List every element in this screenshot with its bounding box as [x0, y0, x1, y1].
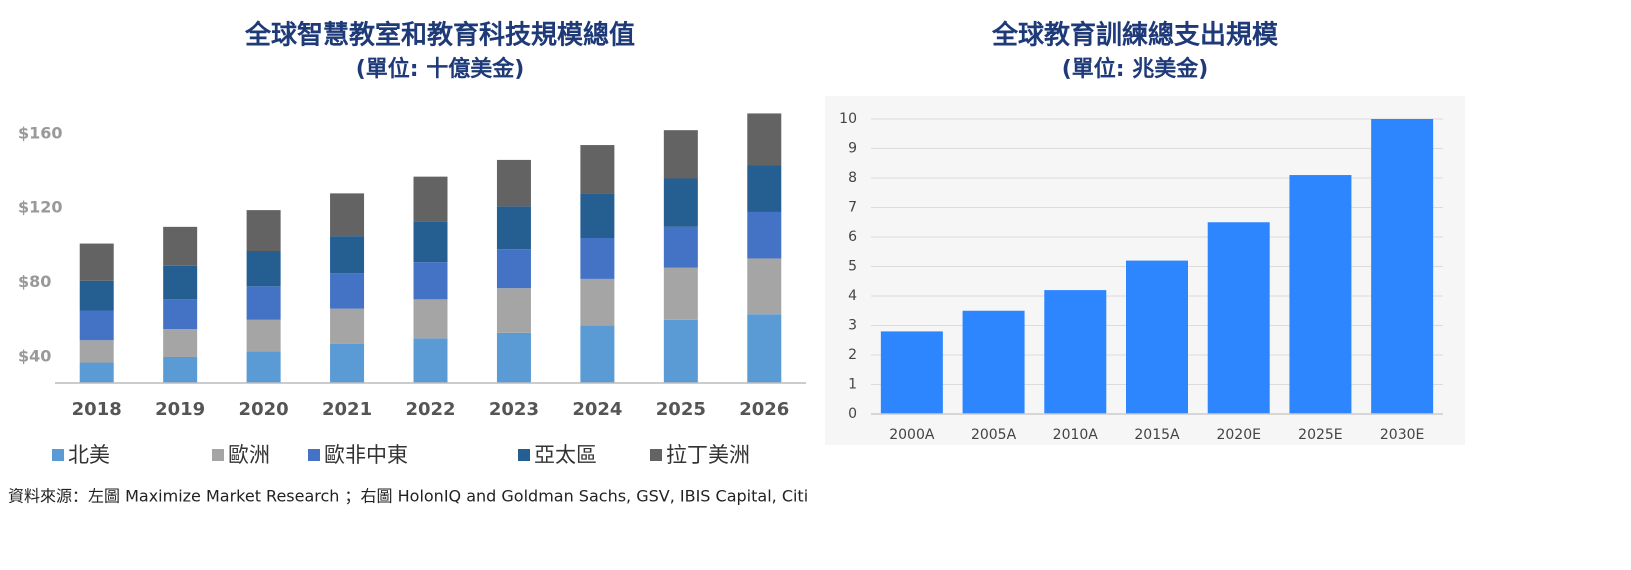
bar-segment [330, 273, 365, 309]
bar-segment [663, 178, 698, 227]
bar-segment [413, 262, 448, 300]
legend-label: 北美 [68, 443, 110, 467]
chart-title: 全球智慧教室和教育科技規模總值 [244, 20, 635, 51]
bar-segment [747, 314, 782, 383]
x-tick-label: 2024 [572, 399, 622, 420]
legend-swatch [650, 449, 662, 461]
bar-segment [79, 310, 114, 341]
bar [1044, 290, 1107, 414]
bar-segment [163, 226, 198, 266]
bar [1371, 119, 1434, 414]
legend-label: 歐洲 [228, 443, 270, 467]
bar-segment [163, 329, 198, 357]
y-tick-label: 6 [848, 229, 857, 245]
bar-segment [330, 193, 365, 237]
bar-segment [580, 237, 615, 279]
x-tick-label: 2020E [1216, 427, 1260, 443]
x-tick-label: 2018 [72, 399, 122, 420]
bar-segment [580, 325, 615, 383]
x-tick-label: 2025 [656, 399, 706, 420]
bar-segment [413, 221, 448, 263]
bar-segment [163, 299, 198, 330]
bar-segment [496, 206, 531, 250]
x-tick-label: 2026 [739, 399, 789, 420]
bar-segment [747, 165, 782, 212]
bar-segment [246, 210, 281, 252]
bar-segment [79, 280, 114, 311]
x-tick-label: 2015A [1134, 427, 1180, 443]
bar-segment [663, 130, 698, 179]
legend-swatch [212, 449, 224, 461]
y-tick-label: 2 [848, 347, 857, 363]
bar-segment [663, 226, 698, 268]
bar-segment [330, 343, 365, 383]
y-tick-label: 7 [848, 200, 857, 216]
y-tick-label: 1 [848, 377, 857, 393]
bar-segment [413, 299, 448, 339]
y-tick-label: 0 [848, 406, 857, 422]
y-tick-label: $120 [18, 198, 63, 217]
bar-segment [496, 159, 531, 207]
x-tick-label: 2019 [155, 399, 205, 420]
legend-swatch [518, 449, 530, 461]
bar-segment [580, 278, 615, 326]
bar-segment [246, 319, 281, 352]
y-tick-label: $80 [18, 272, 51, 291]
bar-segment [330, 308, 365, 344]
bar-segment [663, 319, 698, 383]
bar-segment [580, 145, 615, 194]
y-tick-label: $160 [18, 123, 63, 142]
x-tick-label: 2010A [1053, 427, 1099, 443]
bar-segment [163, 356, 198, 383]
x-tick-label: 2022 [405, 399, 455, 420]
bar-segment [330, 236, 365, 274]
x-tick-label: 2023 [489, 399, 539, 420]
y-tick-label: 5 [848, 259, 857, 275]
bar-segment [496, 288, 531, 333]
bar [1126, 260, 1188, 414]
bar [1289, 175, 1352, 414]
bar-segment [747, 258, 782, 315]
x-tick-label: 2025E [1298, 427, 1342, 443]
y-tick-label: 4 [848, 288, 857, 304]
y-tick-label: 9 [848, 141, 857, 157]
y-tick-label: $40 [18, 346, 51, 365]
bar-segment [413, 338, 448, 383]
bar-segment [246, 351, 281, 383]
chart-subtitle: (單位: 兆美金) [1062, 56, 1209, 82]
bar-segment [79, 362, 114, 383]
bar [880, 331, 943, 414]
chart-title: 全球教育訓練總支出規模 [991, 20, 1279, 51]
bar [1207, 222, 1270, 414]
y-tick-label: 10 [839, 111, 857, 127]
y-tick-label: 8 [848, 170, 857, 186]
legend-swatch [308, 449, 320, 461]
x-tick-label: 2030E [1380, 427, 1424, 443]
bar-segment [580, 193, 615, 238]
bar-segment [663, 267, 698, 320]
bar-segment [496, 249, 531, 289]
bar-segment [163, 265, 198, 300]
bar-segment [246, 286, 281, 320]
legend-label: 拉丁美洲 [666, 443, 750, 467]
bar-segment [79, 340, 114, 363]
bar-segment [79, 243, 114, 281]
x-tick-label: 2020 [239, 399, 289, 420]
x-tick-label: 2021 [322, 399, 372, 420]
x-tick-label: 2000A [889, 427, 935, 443]
bar-segment [747, 113, 782, 166]
legend-swatch [52, 449, 64, 461]
bar-segment [496, 332, 531, 383]
legend-label: 歐非中東 [324, 443, 408, 467]
y-tick-label: 3 [848, 318, 857, 334]
source-note: 資料來源：左圖 Maximize Market Research ；右圖 Hol… [8, 487, 808, 506]
chart-subtitle: (單位: 十億美金) [356, 56, 525, 82]
bar [962, 310, 1025, 414]
legend-label: 亞太區 [534, 443, 597, 467]
x-tick-label: 2005A [971, 427, 1017, 443]
bar-segment [747, 211, 782, 259]
bar-segment [413, 176, 448, 222]
bar-segment [246, 251, 281, 287]
